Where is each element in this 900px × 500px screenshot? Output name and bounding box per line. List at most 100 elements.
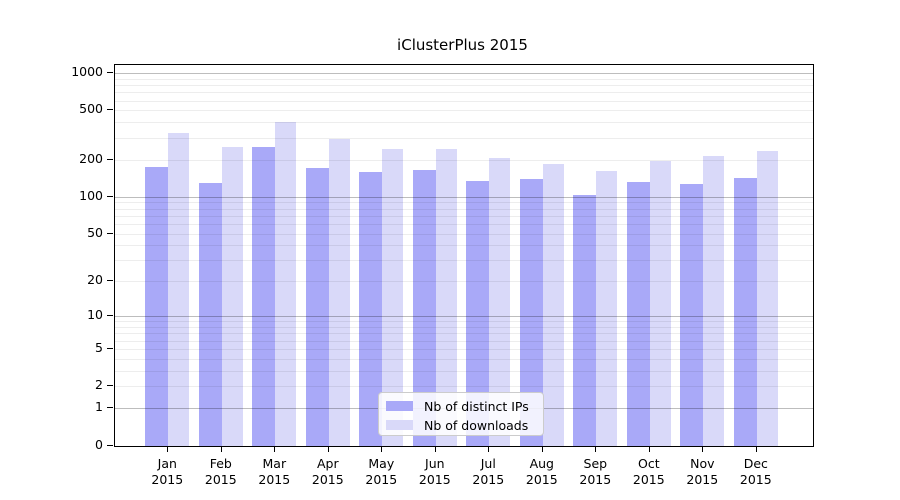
y-tick-label: 1 bbox=[95, 399, 103, 415]
y-tick-mark bbox=[107, 158, 113, 160]
legend: Nb of distinct IPs Nb of downloads bbox=[378, 391, 544, 436]
y-tick-label: 5 bbox=[95, 339, 103, 355]
x-tick-mark bbox=[220, 445, 222, 452]
legend-swatch bbox=[386, 401, 413, 411]
x-tick-mark bbox=[381, 445, 383, 452]
x-tick-label: Jan 2015 bbox=[151, 456, 184, 487]
y-tick-label: 1000 bbox=[71, 64, 103, 80]
gridline-minor bbox=[114, 358, 813, 360]
gridline-minor bbox=[114, 122, 813, 124]
gridline-minor bbox=[114, 233, 813, 235]
gridline-minor bbox=[114, 386, 813, 388]
y-tick-label: 10 bbox=[87, 307, 103, 323]
y-tick-label: 2 bbox=[95, 377, 103, 393]
x-tick-label: May 2015 bbox=[365, 456, 398, 487]
gridline-minor bbox=[114, 202, 813, 204]
gridline-minor bbox=[114, 137, 813, 139]
plot-area bbox=[113, 64, 814, 447]
gridline-major bbox=[114, 73, 813, 75]
x-tick-mark bbox=[755, 445, 757, 452]
x-tick-mark bbox=[327, 445, 329, 452]
y-tick-label: 50 bbox=[87, 224, 103, 240]
gridline-minor bbox=[114, 281, 813, 283]
x-tick-label: Mar 2015 bbox=[258, 456, 291, 487]
gridline-minor bbox=[114, 78, 813, 80]
gridline-minor bbox=[114, 159, 813, 161]
bar-distinct-ips-mar bbox=[252, 146, 276, 446]
bar-downloads-nov bbox=[703, 155, 725, 446]
x-tick-mark bbox=[702, 445, 704, 452]
bar-distinct-ips-jun bbox=[412, 170, 436, 446]
y-tick-mark bbox=[107, 444, 113, 446]
y-tick-label: 100 bbox=[79, 187, 103, 203]
x-tick-mark bbox=[167, 445, 169, 452]
y-tick-mark bbox=[107, 280, 113, 282]
bar-downloads-jan bbox=[168, 132, 190, 446]
bar-distinct-ips-sep bbox=[573, 194, 597, 446]
x-tick-label: Apr 2015 bbox=[311, 456, 344, 487]
y-tick-mark bbox=[107, 232, 113, 234]
x-tick-mark bbox=[648, 445, 650, 452]
legend-label: Nb of downloads bbox=[424, 417, 529, 433]
y-tick-mark bbox=[107, 109, 113, 111]
x-tick-mark bbox=[541, 445, 543, 452]
legend-label: Nb of distinct IPs bbox=[424, 398, 529, 414]
y-tick-mark bbox=[107, 407, 113, 409]
gridline-minor bbox=[114, 223, 813, 225]
y-tick-mark bbox=[107, 347, 113, 349]
x-tick-label: Jul 2015 bbox=[472, 456, 505, 487]
bar-downloads-may bbox=[382, 149, 404, 446]
x-tick-label: Dec 2015 bbox=[739, 456, 772, 487]
bar-downloads-jul bbox=[489, 158, 511, 446]
bar-downloads-jun bbox=[435, 148, 457, 446]
legend-item: Nb of downloads bbox=[386, 416, 543, 435]
x-tick-label: Aug 2015 bbox=[525, 456, 558, 487]
x-tick-mark bbox=[274, 445, 276, 452]
y-tick-mark bbox=[107, 385, 113, 387]
y-tick-label: 200 bbox=[79, 150, 103, 166]
y-tick-mark bbox=[107, 315, 113, 317]
bar-downloads-mar bbox=[275, 122, 297, 446]
bar-downloads-feb bbox=[221, 147, 243, 446]
chart-title: iClusterPlus 2015 bbox=[397, 36, 528, 54]
bar-distinct-ips-dec bbox=[733, 178, 757, 446]
x-tick-label: Oct 2015 bbox=[632, 456, 665, 487]
y-tick-label: 500 bbox=[79, 101, 103, 117]
x-tick-mark bbox=[488, 445, 490, 452]
bar-distinct-ips-may bbox=[359, 171, 383, 446]
y-tick-mark bbox=[107, 72, 113, 74]
bar-distinct-ips-feb bbox=[198, 182, 222, 446]
gridline-minor bbox=[114, 100, 813, 102]
legend-swatch bbox=[386, 420, 413, 430]
gridline-minor bbox=[114, 348, 813, 350]
legend-item: Nb of distinct IPs bbox=[386, 397, 543, 416]
gridline-major bbox=[114, 196, 813, 198]
x-tick-mark bbox=[595, 445, 597, 452]
bar-downloads-apr bbox=[328, 138, 350, 446]
bar-downloads-sep bbox=[596, 170, 618, 446]
gridline-minor bbox=[114, 85, 813, 87]
x-tick-label: Jun 2015 bbox=[418, 456, 451, 487]
bar-downloads-dec bbox=[756, 150, 778, 446]
bar-distinct-ips-jan bbox=[145, 166, 169, 446]
gridline-minor bbox=[114, 321, 813, 323]
bar-distinct-ips-apr bbox=[305, 168, 329, 446]
y-tick-label: 20 bbox=[87, 272, 103, 288]
bar-downloads-aug bbox=[542, 164, 564, 446]
bar-distinct-ips-nov bbox=[680, 184, 704, 446]
y-tick-mark bbox=[107, 195, 113, 197]
x-tick-label: Nov 2015 bbox=[686, 456, 719, 487]
gridline-minor bbox=[114, 327, 813, 329]
gridline-minor bbox=[114, 215, 813, 217]
x-tick-mark bbox=[434, 445, 436, 452]
bar-downloads-oct bbox=[649, 161, 671, 446]
bar-distinct-ips-oct bbox=[626, 181, 650, 446]
gridline-minor bbox=[114, 260, 813, 262]
gridline-minor bbox=[114, 92, 813, 94]
x-tick-label: Feb 2015 bbox=[204, 456, 237, 487]
gridline-minor bbox=[114, 370, 813, 372]
gridline-minor bbox=[114, 333, 813, 335]
bar-distinct-ips-aug bbox=[519, 179, 543, 446]
x-tick-label: Sep 2015 bbox=[579, 456, 612, 487]
